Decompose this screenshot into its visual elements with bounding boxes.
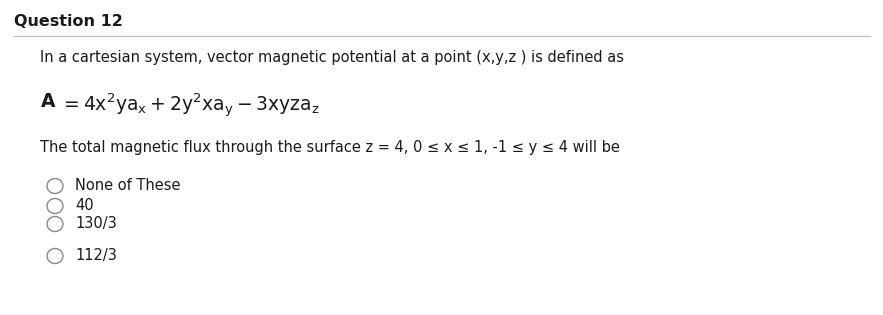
Text: 40: 40: [75, 198, 94, 213]
Text: Question 12: Question 12: [14, 14, 123, 29]
Text: The total magnetic flux through the surface z = 4, 0 ≤ x ≤ 1, -1 ≤ y ≤ 4 will be: The total magnetic flux through the surf…: [40, 140, 620, 155]
Text: $\mathbf{A}$: $\mathbf{A}$: [40, 92, 57, 111]
Text: 130/3: 130/3: [75, 216, 117, 231]
Text: In a cartesian system, vector magnetic potential at a point (x,y,z ) is defined : In a cartesian system, vector magnetic p…: [40, 50, 624, 65]
Text: 112/3: 112/3: [75, 248, 117, 263]
Text: $\mathregular{= 4x^2ya_x +2y^2xa_y -3xyza_z}$: $\mathregular{= 4x^2ya_x +2y^2xa_y -3xyz…: [60, 92, 320, 120]
Text: None of These: None of These: [75, 178, 180, 193]
